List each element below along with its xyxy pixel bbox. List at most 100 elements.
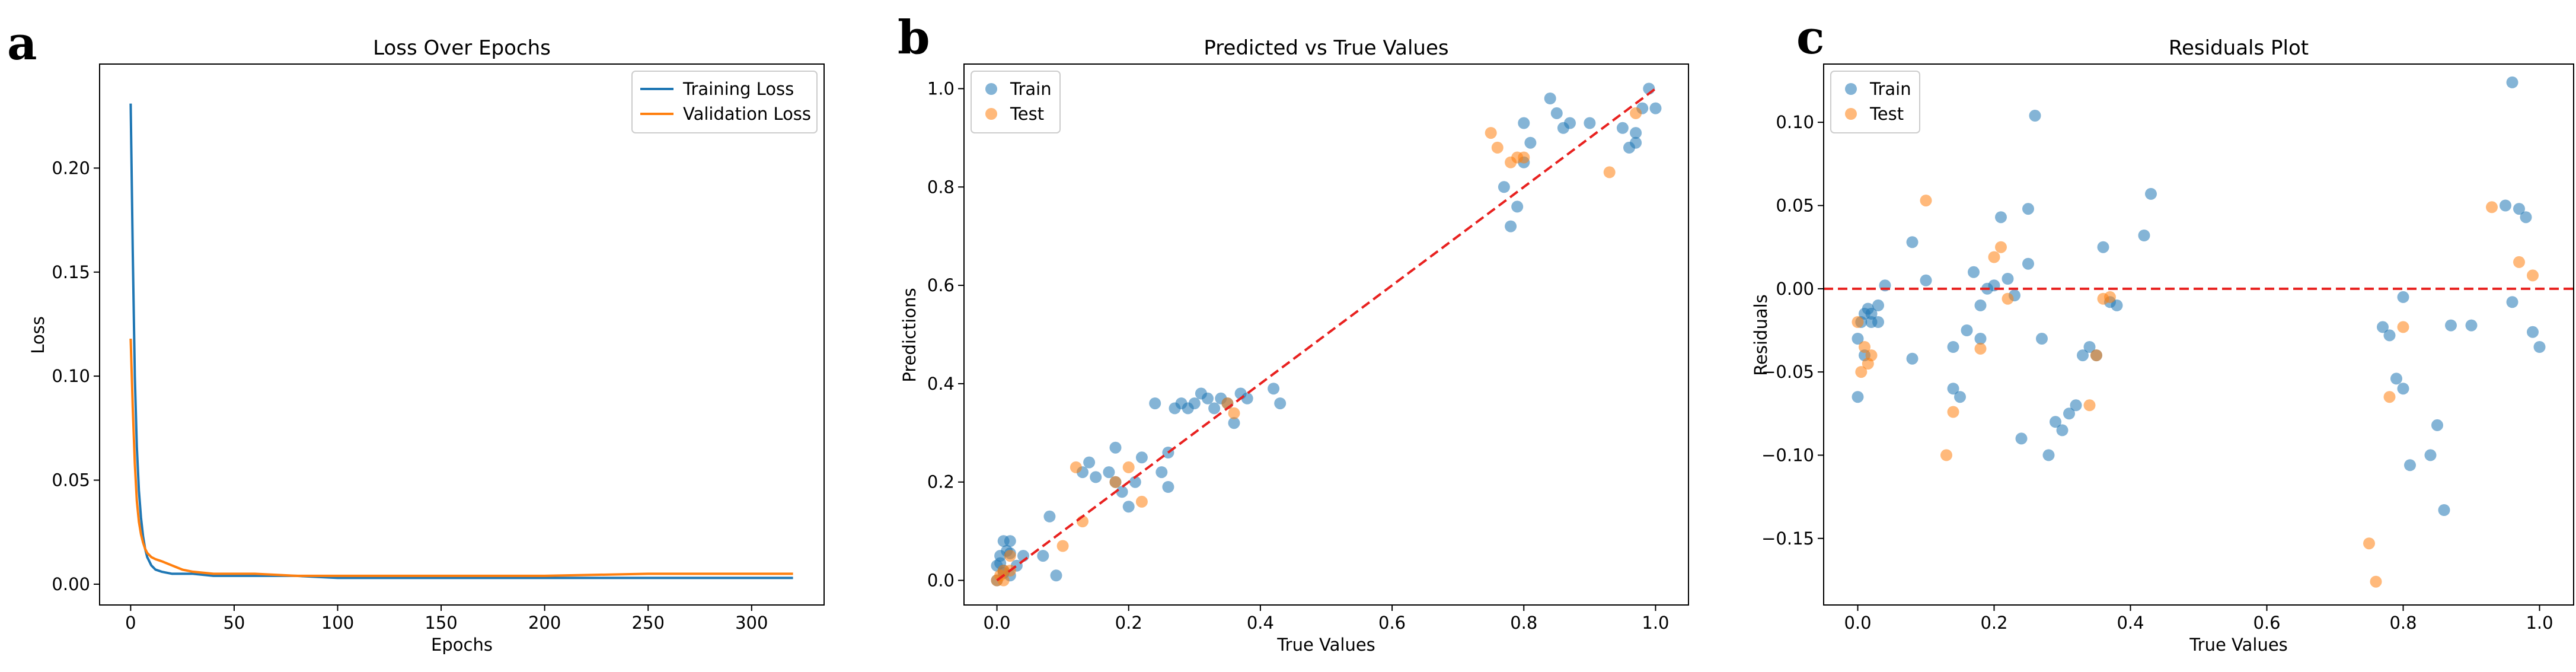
point-train [1954,391,1966,403]
point-train [1947,341,1959,353]
point-test [1852,316,1864,328]
point-train [2431,419,2443,431]
legend: Train Test [971,71,1061,133]
point-train [1630,136,1642,149]
point-train [1228,417,1240,429]
point-train [1518,117,1530,129]
x-axis-label: True Values [1276,635,1375,655]
x-tick-label: 1.0 [1642,613,1669,633]
legend-label-test: Test [1869,104,1904,124]
point-test [1135,495,1148,508]
point-train [1149,397,1161,410]
point-test [1004,550,1016,562]
x-tick-label: 50 [223,613,245,633]
y-tick-label: 0.05 [1776,196,1814,216]
legend-label-validation-loss: Validation Loss [683,104,811,124]
point-train [2022,203,2034,215]
point-train [2424,449,2437,461]
point-train [2506,76,2518,88]
x-tick-label: 0 [125,613,136,633]
point-train [1584,117,1596,129]
point-test [1518,151,1530,164]
point-test [2383,391,2396,403]
point-train [1274,397,1287,410]
point-train [2022,257,2034,270]
point-train [2036,333,2048,345]
point-train [2438,504,2450,516]
x-tick-label: 0.4 [2117,613,2144,633]
legend-box [631,71,818,133]
point-train [2500,199,2511,212]
y-tick-label: −0.15 [1761,528,1814,549]
point-train [1241,392,1253,405]
axes-frame [963,63,1689,606]
point-test [1228,407,1240,419]
point-train [1961,324,1973,336]
plot-area [129,103,793,579]
reference-diagonal-line [996,87,1656,582]
point-train [2138,230,2150,241]
y-tick-label: 0.10 [52,366,90,386]
point-test [1070,461,1082,473]
x-tick-label: 0.2 [1980,613,2007,633]
point-test [1947,406,1959,418]
point-train [1162,481,1174,493]
prediction-panel: b Predicted vs True Values True Values P… [898,11,1689,655]
point-train [2377,321,2389,333]
point-test [2083,399,2096,412]
point-train [2083,341,2096,353]
x-tick-label: 150 [424,613,457,633]
point-test [2363,537,2375,550]
point-train [2097,241,2109,253]
x-tick-label: 250 [632,613,665,633]
y-tick-label: 0.00 [52,574,90,594]
point-test [2527,269,2539,282]
point-train [1852,391,1864,403]
point-train [1505,220,1517,233]
point-train [2063,407,2075,420]
legend-label-test: Test [1010,104,1044,124]
point-train [1083,456,1096,469]
y-tick-label: 0.2 [927,472,955,492]
point-train [1004,535,1016,547]
point-train [1920,274,1932,286]
legend-label-training-loss: Training Loss [682,79,794,99]
x-tick-label: 0.4 [1247,613,1274,633]
residuals-panel: c Residuals Plot True Values Residuals 0… [1751,11,2574,655]
point-train [1188,397,1201,410]
point-test [1920,195,1932,207]
point-train [2527,326,2539,338]
point-test [2397,321,2409,333]
y-tick-label: 0.20 [52,158,90,178]
point-test [1974,342,1987,355]
point-train [1129,476,1141,488]
point-train [1090,471,1102,483]
y-tick-label: 0.8 [927,177,955,197]
point-train [2111,299,2123,311]
point-train [1872,316,1884,328]
x-tick-label: 300 [735,613,768,633]
legend-swatch-test [985,108,997,120]
axes-frame [99,63,825,606]
point-train [2383,329,2396,342]
point-test [1630,107,1642,119]
point-train [2390,372,2402,385]
point-test [1995,241,2007,253]
point-test [1603,166,1616,179]
point-train [1524,136,1537,149]
y-tick-label: −0.05 [1761,362,1814,382]
point-train [1649,102,1662,114]
point-train [2145,187,2157,200]
point-train [1947,383,1959,395]
legend: Train Test [1830,71,1920,133]
point-train [1050,569,1062,582]
legend-swatch-train [1845,83,1857,95]
point-train [2533,341,2546,353]
point-train [1974,333,1987,345]
point-train [2042,449,2055,461]
point-test [1056,540,1069,552]
y-tick-label: 0.15 [52,262,90,282]
point-train [1974,299,1987,311]
x-tick-label: 200 [528,613,561,633]
